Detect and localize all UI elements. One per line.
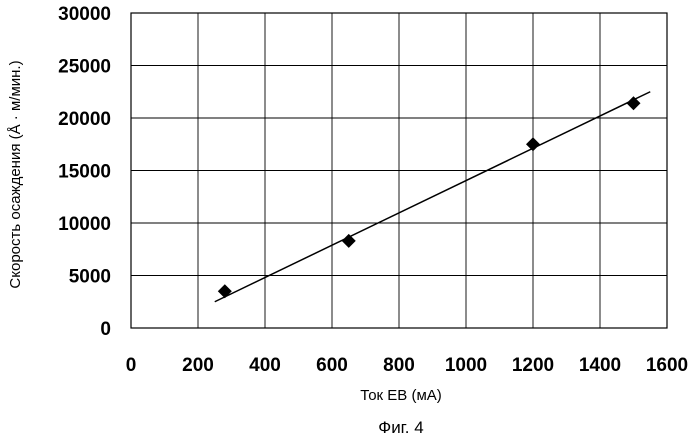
data-point-marker (526, 137, 540, 151)
trend-line (215, 92, 651, 302)
y-tick-label: 0 (100, 319, 111, 340)
x-tick-label: 1400 (579, 355, 621, 376)
y-tick-label: 25000 (58, 57, 111, 78)
y-tick-label: 10000 (58, 214, 111, 235)
y-axis-ticks: 0 5000 10000 15000 20000 25000 30000 (58, 4, 111, 340)
data-point-marker (342, 234, 356, 248)
x-axis-ticks: 0 200 400 600 800 1000 1200 1400 1600 (126, 355, 688, 376)
x-tick-label: 0 (126, 355, 137, 376)
y-tick-label: 5000 (69, 267, 111, 288)
x-tick-label: 800 (383, 355, 415, 376)
x-tick-label: 1200 (512, 355, 554, 376)
x-tick-label: 1000 (445, 355, 487, 376)
y-axis-title: Скорость осаждения (Å · м/мин.) (7, 60, 24, 288)
x-tick-label: 600 (316, 355, 348, 376)
x-tick-label: 200 (182, 355, 214, 376)
x-axis-title: Ток ЕВ (мА) (360, 387, 442, 404)
y-tick-label: 15000 (58, 162, 111, 183)
grid-lines (131, 13, 667, 328)
x-tick-label: 1600 (646, 355, 688, 376)
figure-caption: Фиг. 4 (378, 418, 423, 437)
data-point-marker (218, 284, 232, 298)
y-tick-label: 20000 (58, 109, 111, 130)
data-point-marker (627, 96, 641, 110)
y-tick-label: 30000 (58, 4, 111, 25)
x-tick-label: 400 (249, 355, 281, 376)
